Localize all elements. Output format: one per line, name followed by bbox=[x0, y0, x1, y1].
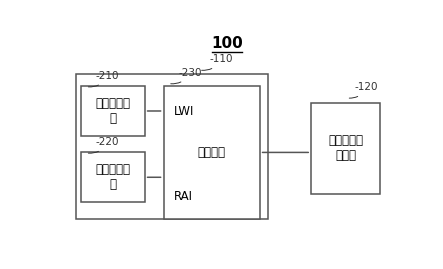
Text: 汽轮机主控
手操器: 汽轮机主控 手操器 bbox=[328, 134, 363, 162]
Text: -230: -230 bbox=[171, 68, 202, 84]
Text: 控制芯片: 控制芯片 bbox=[198, 146, 225, 159]
Bar bbox=[311, 103, 380, 194]
Bar bbox=[81, 153, 144, 202]
Text: LWI: LWI bbox=[174, 105, 194, 118]
Text: 100: 100 bbox=[211, 36, 243, 51]
Bar bbox=[81, 86, 144, 136]
Bar bbox=[163, 86, 260, 219]
Text: -120: -120 bbox=[349, 82, 378, 98]
Text: 低频监视电
路: 低频监视电 路 bbox=[95, 97, 130, 125]
Text: RAI: RAI bbox=[174, 190, 193, 203]
Text: -110: -110 bbox=[202, 54, 233, 70]
Bar bbox=[76, 74, 268, 219]
Text: -210: -210 bbox=[88, 71, 119, 87]
Text: -220: -220 bbox=[88, 137, 119, 153]
Text: 高频监视电
路: 高频监视电 路 bbox=[95, 163, 130, 191]
